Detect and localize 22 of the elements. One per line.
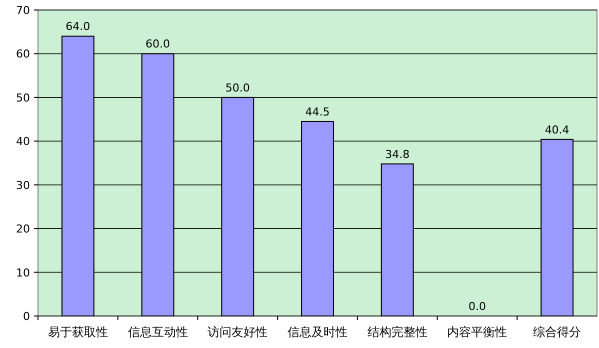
data-label: 40.4 [544,123,570,136]
x-tick-label: 综合得分 [533,325,582,339]
y-tick-label: 70 [16,4,30,17]
x-tick-label: 信息及时性 [288,325,348,339]
data-label: 60.0 [146,38,170,51]
y-tick-label: 40 [16,135,30,148]
y-tick-label: 30 [16,178,30,192]
x-tick-label: 访问友好性 [208,325,268,339]
y-tick-label: 0 [23,310,30,323]
data-label: 0.0 [468,300,486,313]
y-tick-label: 10 [16,266,30,280]
x-tick-label: 信息互动性 [128,325,188,339]
data-label: 44.5 [305,105,330,118]
x-tick-label: 结构完整性 [367,325,428,339]
y-tick-label: 20 [16,222,30,236]
x-tick-label: 易于获取性 [48,325,108,339]
data-label: 34.8 [385,148,410,161]
y-tick-label: 50 [16,91,30,104]
data-label: 50.0 [225,81,250,94]
data-label: 64.0 [66,20,90,34]
x-tick-label: 内容平衡性 [447,325,508,339]
y-tick-label: 60 [16,48,30,61]
